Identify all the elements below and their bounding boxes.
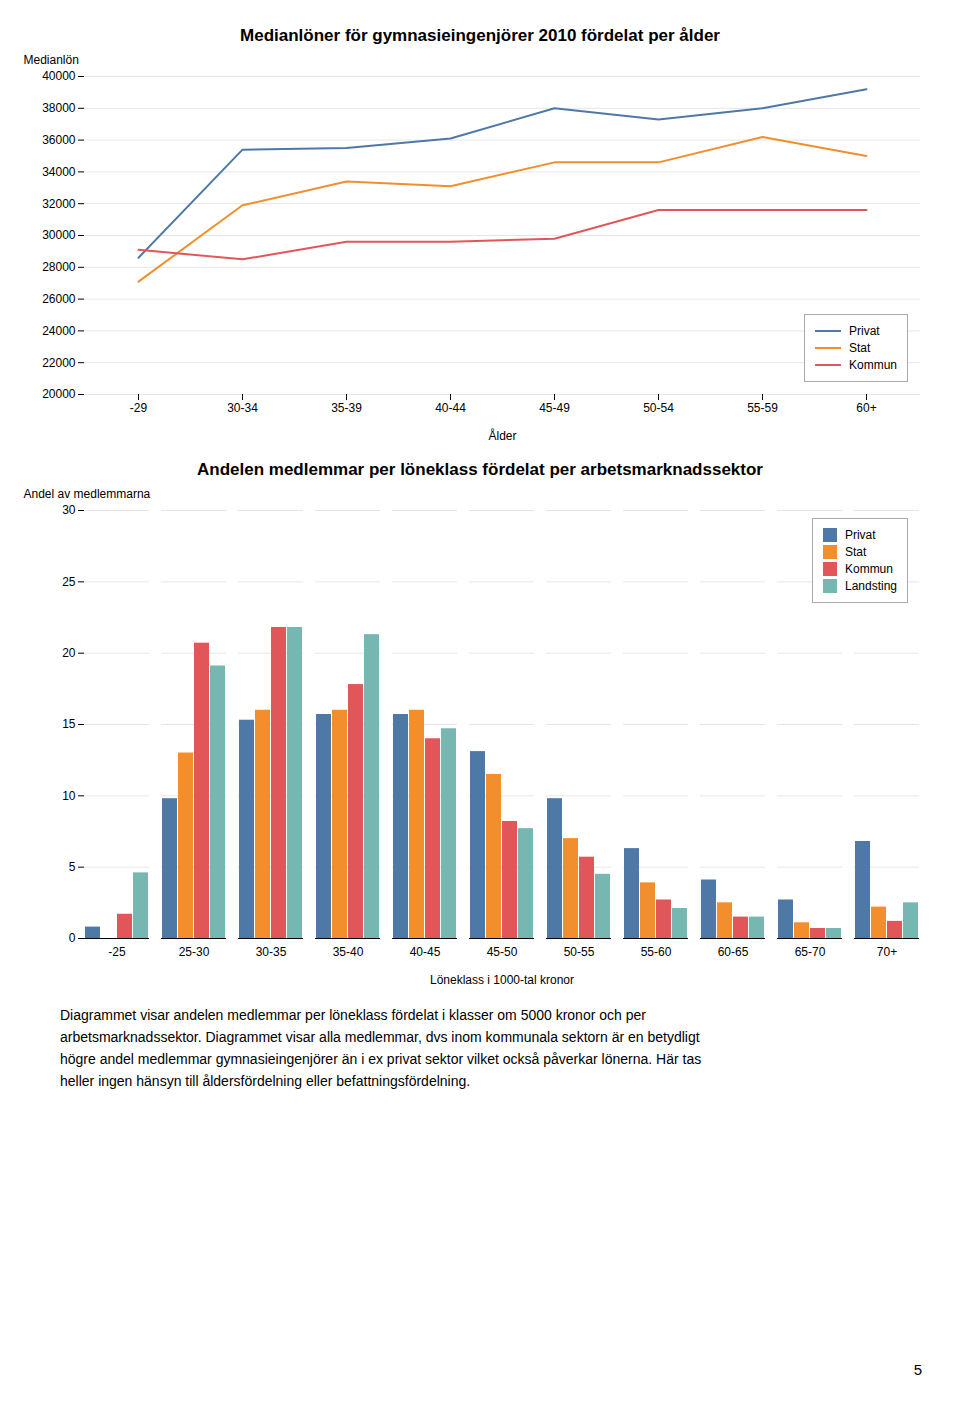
svg-text:34000: 34000	[42, 165, 76, 179]
svg-text:Löneklass i 1000-tal kronor: Löneklass i 1000-tal kronor	[430, 973, 574, 987]
html-text:Stat: Stat	[845, 545, 867, 559]
svg-text:28000: 28000	[42, 260, 76, 274]
svg-text:22000: 22000	[42, 356, 76, 370]
svg-text:40-44: 40-44	[435, 401, 466, 415]
svg-text:45-49: 45-49	[539, 401, 570, 415]
svg-text:24000: 24000	[42, 324, 76, 338]
svg-text:20000: 20000	[42, 387, 76, 401]
svg-text:20: 20	[62, 646, 76, 660]
html-text:Andelen medlemmar per löneklas: Andelen medlemmar per löneklass fördelat…	[197, 460, 763, 479]
svg-text:36000: 36000	[42, 133, 76, 147]
svg-text:-25: -25	[108, 945, 126, 959]
html-text:Landsting: Landsting	[845, 579, 897, 593]
svg-text:30-35: 30-35	[256, 945, 287, 959]
svg-text:Ålder: Ålder	[488, 428, 516, 443]
svg-text:26000: 26000	[42, 292, 76, 306]
svg-text:5: 5	[69, 860, 76, 874]
svg-text:Medianlön: Medianlön	[24, 53, 79, 67]
html-text:Medianlöner för gymnasieingenj: Medianlöner för gymnasieingenjörer 2010 …	[240, 26, 720, 45]
svg-text:Andel av medlemmarna: Andel av medlemmarna	[24, 487, 151, 501]
svg-text:30: 30	[62, 503, 76, 517]
svg-text:-29: -29	[130, 401, 148, 415]
html-text:Privat: Privat	[845, 528, 876, 542]
svg-text:25: 25	[62, 575, 76, 589]
html-text:Stat: Stat	[849, 341, 871, 355]
html-text:Privat: Privat	[849, 324, 880, 338]
svg-text:35-40: 35-40	[333, 945, 364, 959]
svg-text:30000: 30000	[42, 228, 76, 242]
svg-text:40000: 40000	[42, 69, 76, 83]
html-text:Diagrammet visar andelen medle: Diagrammet visar andelen medlemmar per l…	[60, 1007, 646, 1023]
html-text:5: 5	[913, 1361, 922, 1378]
svg-text:45-50: 45-50	[487, 945, 518, 959]
html-text:Kommun: Kommun	[849, 358, 897, 372]
html-text:högre andel medlemmar gymnasie: högre andel medlemmar gymnasieingenjörer…	[60, 1051, 702, 1067]
html-text:Kommun: Kommun	[845, 562, 893, 576]
svg-text:40-45: 40-45	[410, 945, 441, 959]
svg-text:32000: 32000	[42, 197, 76, 211]
svg-text:25-30: 25-30	[179, 945, 210, 959]
svg-text:70+: 70+	[877, 945, 897, 959]
svg-text:10: 10	[62, 789, 76, 803]
svg-text:38000: 38000	[42, 101, 76, 115]
html-text:heller ingen hänsyn till ålder: heller ingen hänsyn till åldersfördelnin…	[60, 1073, 471, 1089]
svg-text:50-54: 50-54	[643, 401, 674, 415]
svg-text:30-34: 30-34	[227, 401, 258, 415]
svg-text:35-39: 35-39	[331, 401, 362, 415]
svg-text:50-55: 50-55	[564, 945, 595, 959]
svg-text:60-65: 60-65	[718, 945, 749, 959]
svg-text:55-59: 55-59	[747, 401, 778, 415]
svg-text:60+: 60+	[856, 401, 876, 415]
svg-text:55-60: 55-60	[641, 945, 672, 959]
svg-text:65-70: 65-70	[795, 945, 826, 959]
svg-text:0: 0	[69, 931, 76, 945]
svg-text:15: 15	[62, 717, 76, 731]
html-text:arbetsmarknadssektor. Diagramm: arbetsmarknadssektor. Diagrammet visar a…	[60, 1029, 700, 1045]
